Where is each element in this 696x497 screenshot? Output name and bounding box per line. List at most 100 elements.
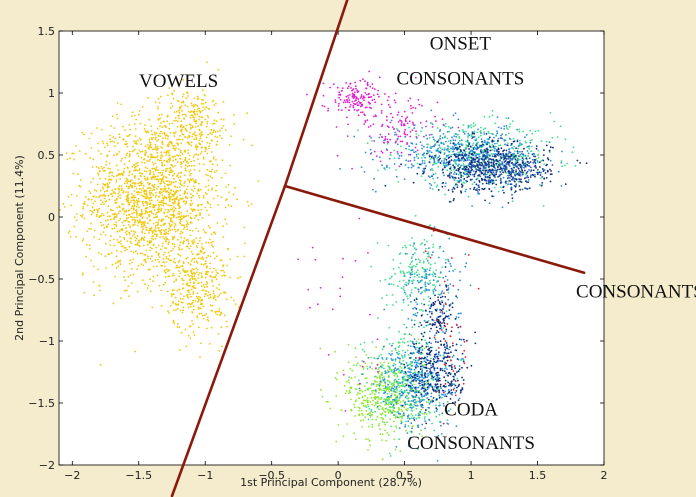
scatter-point [510, 183, 513, 186]
scatter-point [145, 196, 148, 199]
scatter-point [109, 134, 111, 137]
point-cluster [370, 214, 457, 329]
scatter-point [493, 186, 496, 189]
scatter-point [467, 125, 470, 127]
scatter-point [499, 159, 501, 162]
scatter-point [508, 179, 511, 182]
scatter-point [73, 158, 76, 161]
scatter-point [470, 135, 473, 138]
scatter-point [190, 274, 193, 277]
scatter-point [157, 208, 159, 211]
scatter-point [464, 167, 467, 170]
scatter-point [218, 283, 221, 286]
scatter-point [167, 238, 170, 241]
scatter-point [433, 160, 436, 163]
scatter-point [143, 222, 146, 224]
scatter-point [321, 104, 324, 107]
scatter-point [62, 202, 65, 205]
scatter-point [229, 258, 232, 261]
scatter-point [511, 193, 513, 196]
scatter-point [150, 155, 153, 158]
scatter-point [529, 176, 532, 178]
scatter-point [511, 157, 514, 160]
scatter-point [407, 283, 410, 285]
scatter-point [163, 232, 166, 235]
scatter-point [431, 188, 434, 190]
scatter-point [166, 161, 169, 164]
scatter-point [173, 258, 176, 260]
scatter-point [98, 238, 100, 241]
scatter-point [366, 119, 369, 121]
scatter-point [375, 115, 377, 118]
scatter-point [453, 153, 456, 156]
scatter-point [455, 155, 457, 158]
scatter-point [420, 287, 422, 289]
scatter-point [418, 273, 420, 276]
scatter-point [168, 254, 171, 257]
scatter-point [197, 277, 200, 279]
scatter-point [134, 135, 137, 138]
scatter-point [465, 165, 467, 168]
scatter-point [370, 396, 373, 399]
scatter-point [428, 262, 430, 264]
scatter-point [192, 105, 195, 108]
scatter-point [426, 152, 428, 155]
scatter-point [518, 164, 521, 167]
scatter-point [452, 199, 455, 202]
scatter-point [175, 309, 177, 311]
scatter-point [355, 95, 357, 98]
scatter-point [164, 265, 166, 268]
scatter-point [142, 225, 144, 228]
scatter-point [166, 120, 169, 122]
scatter-point [206, 282, 209, 285]
scatter-point [368, 70, 370, 73]
scatter-point [381, 412, 384, 415]
scatter-point [136, 224, 139, 227]
scatter-point [157, 139, 160, 141]
scatter-point [406, 295, 408, 297]
scatter-point [70, 193, 73, 196]
scatter-point [119, 173, 121, 176]
scatter-point [436, 330, 439, 332]
scatter-point [175, 110, 178, 113]
scatter-point [380, 150, 383, 153]
scatter-point [431, 311, 433, 313]
scatter-point [413, 299, 416, 301]
scatter-point [494, 122, 497, 125]
scatter-point [492, 146, 495, 149]
scatter-point [190, 217, 193, 220]
scatter-point [126, 152, 129, 155]
scatter-point [191, 126, 194, 129]
scatter-point [187, 178, 189, 181]
scatter-point [478, 192, 481, 195]
scatter-point [195, 267, 198, 270]
scatter-point [364, 394, 366, 397]
scatter-point [170, 204, 173, 207]
scatter-point [152, 275, 155, 278]
scatter-point [141, 252, 144, 255]
scatter-point [201, 109, 204, 112]
scatter-point [461, 128, 464, 131]
scatter-point [99, 189, 102, 192]
scatter-point [350, 387, 353, 390]
scatter-point [380, 109, 383, 112]
scatter-point [442, 308, 444, 310]
scatter-point [82, 207, 84, 210]
scatter-point [397, 285, 399, 288]
scatter-point [399, 270, 402, 273]
scatter-point [410, 301, 412, 303]
scatter-point [90, 228, 92, 231]
scatter-point [506, 177, 509, 180]
scatter-point [143, 244, 145, 247]
scatter-point [357, 98, 360, 100]
scatter-point [550, 170, 552, 172]
scatter-point [449, 176, 451, 179]
scatter-point [112, 238, 115, 241]
scatter-point [371, 426, 374, 428]
scatter-point [339, 168, 341, 170]
scatter-point [488, 174, 491, 177]
scatter-point [437, 147, 439, 150]
scatter-point [207, 174, 209, 177]
scatter-point [350, 377, 353, 379]
scatter-point [507, 170, 510, 173]
